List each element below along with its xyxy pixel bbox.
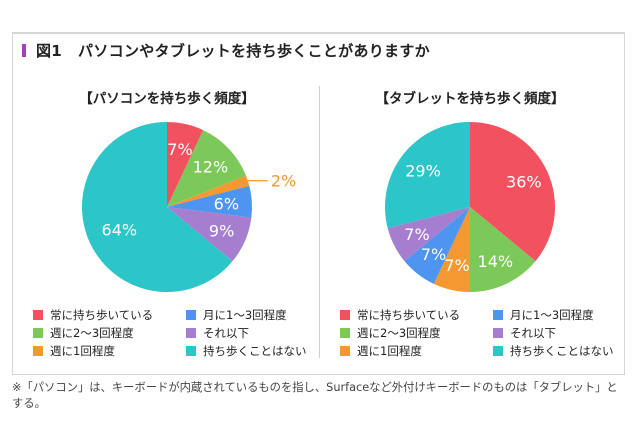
pc-chart-title: 【パソコンを持ち歩く頻度】 xyxy=(79,91,255,107)
data-label-always: 36% xyxy=(506,173,542,192)
pie-slice-less xyxy=(387,207,470,262)
data-label-weekly-2-3: 12% xyxy=(193,157,229,176)
legend-item-weekly-1: 週に1回程度 xyxy=(340,343,422,359)
tablet-pie-chart: 36%14%7%7%7%29% xyxy=(385,122,555,292)
legend-swatch xyxy=(493,346,503,356)
legend-item-always: 常に持ち歩いている xyxy=(33,307,153,323)
figure-title-text: パソコンやタブレットを持ち歩くことがありますか xyxy=(78,42,430,60)
footnote: ※「パソコン」は、キーボードが内蔵されているものを指し、Surfaceなど外付け… xyxy=(12,381,618,410)
data-label-never: 29% xyxy=(405,162,441,181)
legend-item-monthly-1-3: 月に1〜3回程度 xyxy=(186,307,287,323)
pie-slice-always xyxy=(167,122,204,207)
legend-swatch xyxy=(33,328,43,338)
legend-label: 月に1〜3回程度 xyxy=(510,308,594,322)
legend-item-never: 持ち歩くことはない xyxy=(493,343,614,359)
legend-label: 持ち歩くことはない xyxy=(510,344,614,358)
legend-item-weekly-1: 週に1回程度 xyxy=(33,343,115,359)
legend-swatch xyxy=(186,328,196,338)
legend-label: それ以下 xyxy=(510,326,556,340)
legend-item-less: それ以下 xyxy=(186,325,249,341)
tablet-chart-title: 【タブレットを持ち歩く頻度】 xyxy=(375,91,565,107)
pie-slice-always xyxy=(470,122,555,262)
pc-pie-chart: 7%12% 2% 6% 9% 64% xyxy=(82,122,296,292)
pie-slice-never xyxy=(82,122,233,292)
legend-swatch xyxy=(340,310,350,320)
legend-swatch xyxy=(340,346,350,356)
legend-label: 常に持ち歩いている xyxy=(50,308,154,322)
pie-slice-never xyxy=(385,122,470,229)
legend-swatch xyxy=(186,346,196,356)
pie-slice-weekly-1 xyxy=(167,175,250,207)
legend-swatch xyxy=(33,346,43,356)
legend-swatch xyxy=(186,310,196,320)
legend-item-less: それ以下 xyxy=(493,325,556,341)
chart-divider xyxy=(319,86,320,358)
pie-slice-monthly-1-3 xyxy=(167,185,252,218)
legend-item-weekly-2-3: 週に2〜3回程度 xyxy=(340,325,441,341)
legend-label: それ以下 xyxy=(203,326,249,340)
title-accent-bar xyxy=(22,44,26,57)
pie-slice-weekly-2-3 xyxy=(470,207,536,292)
data-label-never: 64% xyxy=(102,220,138,239)
legend-swatch xyxy=(340,328,350,338)
legend-label: 週に2〜3回程度 xyxy=(50,326,134,340)
legend-swatch xyxy=(493,310,503,320)
data-label-monthly-1-3: 7% xyxy=(421,245,446,264)
legend-label: 週に1回程度 xyxy=(357,344,422,358)
figure-number: 図1 xyxy=(36,42,63,60)
data-label-monthly-1-3: 6% xyxy=(214,194,239,213)
data-label-weekly-1: 7% xyxy=(444,256,469,275)
legend-label: 持ち歩くことはない xyxy=(203,344,307,358)
pie-slice-monthly-1-3 xyxy=(404,207,470,284)
data-label-weekly-2-3: 14% xyxy=(478,252,514,271)
data-label-less: 9% xyxy=(209,222,234,241)
legend-label: 週に1回程度 xyxy=(50,344,115,358)
figure-title: 図1 パソコンやタブレットを持ち歩くことがありますか xyxy=(36,40,430,61)
data-label-less: 7% xyxy=(404,225,429,244)
legend-label: 常に持ち歩いている xyxy=(357,308,461,322)
data-label-always: 7% xyxy=(167,140,192,159)
data-label-weekly-1: 2% xyxy=(271,172,296,191)
legend-item-never: 持ち歩くことはない xyxy=(186,343,307,359)
pie-slice-less xyxy=(167,207,252,262)
legend-item-monthly-1-3: 月に1〜3回程度 xyxy=(493,307,594,323)
legend-swatch xyxy=(33,310,43,320)
legend-label: 月に1〜3回程度 xyxy=(203,308,287,322)
pie-slice-weekly-2-3 xyxy=(167,130,247,207)
legend-swatch xyxy=(493,328,503,338)
pie-slice-weekly-1 xyxy=(433,207,470,292)
legend-item-always: 常に持ち歩いている xyxy=(340,307,460,323)
legend-label: 週に2〜3回程度 xyxy=(357,326,441,340)
legend-item-weekly-2-3: 週に2〜3回程度 xyxy=(33,325,134,341)
